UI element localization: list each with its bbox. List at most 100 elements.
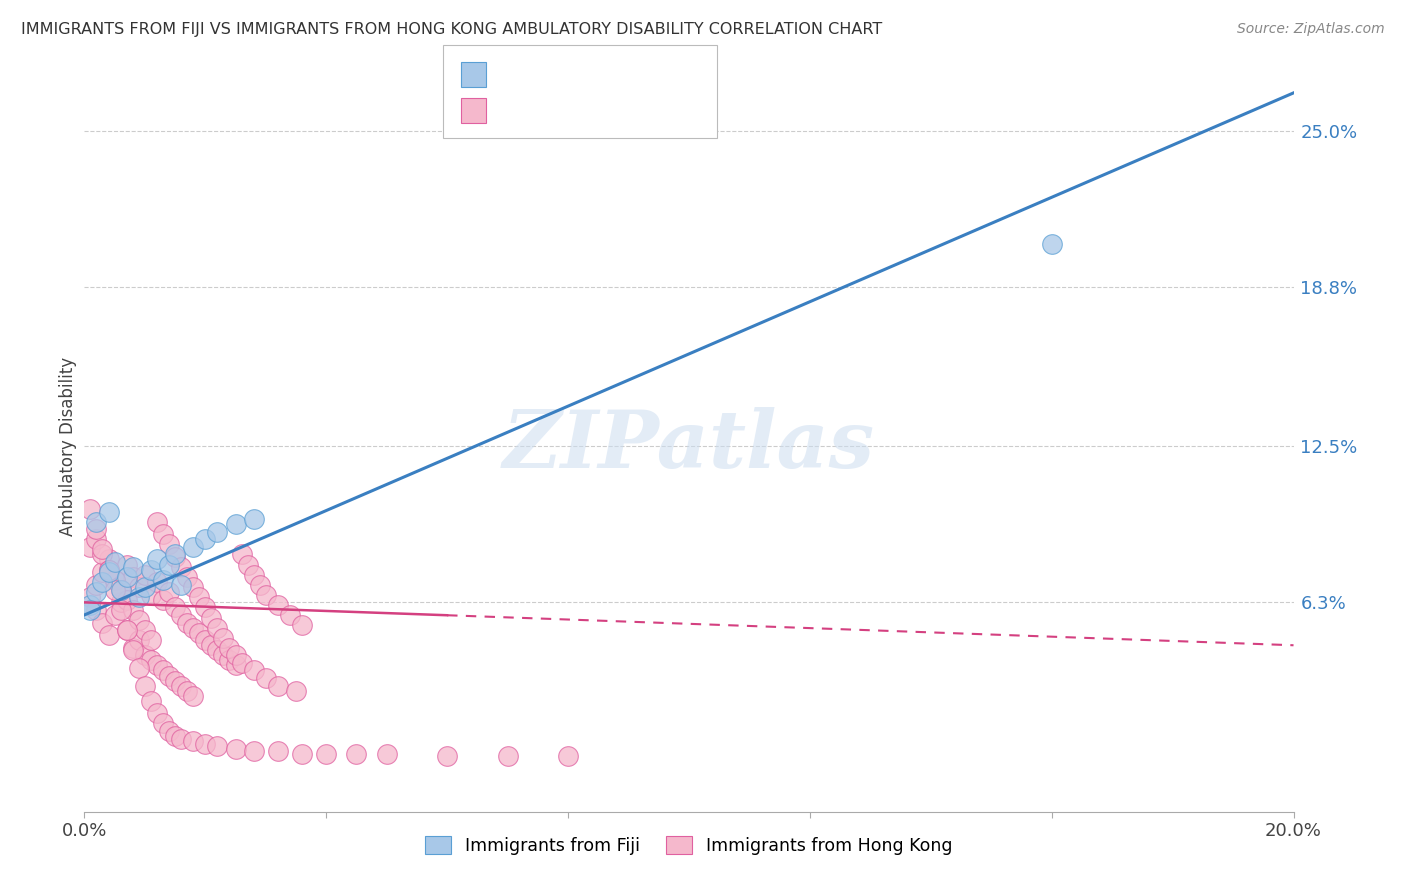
Text: ZIPatlas: ZIPatlas xyxy=(503,408,875,484)
Point xyxy=(110,582,132,597)
Point xyxy=(218,640,240,655)
Point xyxy=(115,623,138,637)
Point xyxy=(200,638,222,652)
Point xyxy=(188,591,211,605)
Point xyxy=(97,552,120,566)
Point xyxy=(181,540,204,554)
Point xyxy=(97,565,120,579)
Point xyxy=(181,734,204,748)
Point xyxy=(165,600,187,615)
Point xyxy=(242,512,264,526)
Point xyxy=(128,661,150,675)
Point xyxy=(115,592,138,607)
Point xyxy=(194,600,217,615)
Point xyxy=(139,563,162,577)
Point xyxy=(79,540,101,554)
Point xyxy=(157,537,180,551)
Point xyxy=(170,731,193,746)
Point xyxy=(207,621,229,635)
Point xyxy=(231,656,253,670)
Point xyxy=(1040,237,1063,252)
Point xyxy=(267,744,290,758)
Point xyxy=(231,548,253,562)
Point xyxy=(242,744,264,758)
Point xyxy=(242,664,264,678)
Point xyxy=(346,747,368,761)
Point xyxy=(188,625,211,640)
Text: R =: R = xyxy=(494,65,530,84)
Point xyxy=(110,582,132,597)
Point xyxy=(115,623,138,637)
Point xyxy=(146,706,169,721)
Point xyxy=(104,573,127,587)
Point xyxy=(207,739,229,753)
Point xyxy=(496,749,519,764)
Point xyxy=(110,603,132,617)
Point xyxy=(181,580,204,594)
Point xyxy=(97,505,120,519)
Point xyxy=(165,673,187,688)
Point xyxy=(121,640,143,655)
Point xyxy=(86,522,108,536)
Text: 0.898: 0.898 xyxy=(529,65,581,84)
Point xyxy=(79,591,101,605)
Point xyxy=(134,679,156,693)
Text: Source: ZipAtlas.com: Source: ZipAtlas.com xyxy=(1237,22,1385,37)
Point xyxy=(170,560,193,574)
Point xyxy=(121,570,143,584)
Point xyxy=(165,549,187,564)
Point xyxy=(152,592,174,607)
Point xyxy=(79,502,101,516)
Point xyxy=(157,558,180,572)
Point xyxy=(285,683,308,698)
Point xyxy=(104,573,127,587)
Point xyxy=(170,607,193,622)
Point xyxy=(315,747,337,761)
Point xyxy=(91,565,114,579)
Point xyxy=(267,679,290,693)
Point xyxy=(152,664,174,678)
Point xyxy=(181,621,204,635)
Point xyxy=(146,658,169,673)
Point xyxy=(152,573,174,587)
Point xyxy=(128,613,150,627)
Point xyxy=(157,668,180,682)
Point xyxy=(152,527,174,541)
Point xyxy=(134,623,156,637)
Point xyxy=(139,694,162,708)
Point xyxy=(225,517,247,532)
Point xyxy=(218,653,240,667)
Point xyxy=(176,570,198,584)
Point xyxy=(110,595,132,609)
Text: N =: N = xyxy=(592,65,628,84)
Point xyxy=(225,741,247,756)
Point xyxy=(176,615,198,630)
Point xyxy=(267,598,290,612)
Point xyxy=(86,603,108,617)
Text: 25: 25 xyxy=(627,65,657,84)
Point xyxy=(291,618,314,632)
Text: R =: R = xyxy=(494,101,530,119)
Point xyxy=(86,515,108,529)
Text: -0.101: -0.101 xyxy=(529,101,588,119)
Point xyxy=(146,575,169,590)
Text: N =: N = xyxy=(592,101,628,119)
Point xyxy=(139,653,162,667)
Point xyxy=(115,558,138,572)
Text: 109: 109 xyxy=(627,101,662,119)
Point xyxy=(194,633,217,648)
Point xyxy=(249,578,271,592)
Point xyxy=(104,582,127,597)
Point xyxy=(254,588,277,602)
Point xyxy=(200,610,222,624)
Point xyxy=(170,578,193,592)
Point xyxy=(165,729,187,743)
Point xyxy=(212,631,235,645)
Point xyxy=(91,548,114,562)
Point xyxy=(165,548,187,562)
Point xyxy=(121,603,143,617)
Point xyxy=(91,575,114,590)
Point xyxy=(291,747,314,761)
Point xyxy=(79,598,101,612)
Point xyxy=(128,591,150,605)
